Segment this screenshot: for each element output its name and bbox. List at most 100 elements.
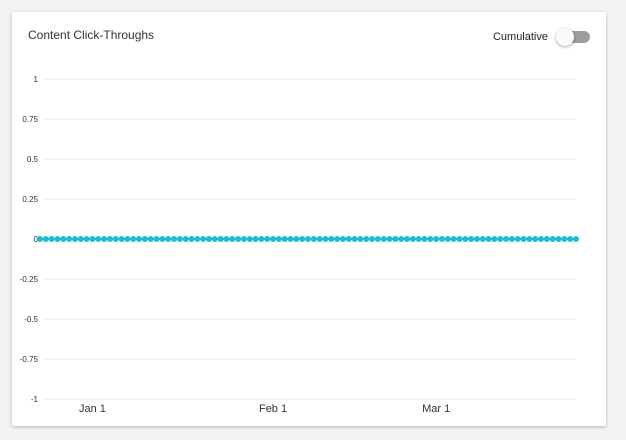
- data-point: [240, 236, 247, 242]
- data-point: [147, 236, 154, 242]
- data-point: [404, 236, 411, 242]
- cumulative-label: Cumulative: [492, 31, 548, 43]
- data-point: [305, 236, 311, 242]
- data-point: [205, 236, 212, 242]
- data-point: [538, 236, 545, 242]
- data-point: [136, 236, 143, 242]
- cumulative-toggle[interactable]: [556, 28, 590, 46]
- data-point: [508, 236, 515, 242]
- chart-card: 1 0.75 0.5 0.25 0 -0.25 -0.5 -0.75 -1 Jan 1 Feb 1…: [12, 12, 606, 426]
- data-point: [316, 236, 323, 242]
- data-point: [497, 236, 504, 242]
- y-tick-label: -1: [31, 395, 39, 404]
- data-point: [165, 236, 172, 242]
- data-point: [293, 236, 300, 242]
- data-point: [71, 236, 78, 242]
- data-point: [380, 236, 387, 242]
- data-point: [275, 236, 282, 242]
- data-point: [229, 236, 236, 242]
- data-point: [473, 236, 480, 242]
- data-point: [270, 236, 277, 242]
- data-point: [200, 236, 207, 242]
- data-point: [328, 236, 335, 242]
- data-point: [567, 236, 574, 242]
- data-point: [369, 236, 376, 242]
- data-point: [561, 236, 568, 242]
- data-point: [252, 236, 259, 242]
- data-point: [176, 236, 183, 242]
- data-point: [334, 236, 341, 242]
- data-point: [182, 236, 189, 242]
- data-point: [60, 236, 67, 242]
- data-point: [83, 236, 90, 242]
- data-point: [48, 236, 55, 242]
- data-point: [433, 236, 440, 242]
- data-point: [299, 236, 306, 242]
- data-point: [101, 236, 108, 242]
- data-point: [287, 236, 294, 242]
- data-point: [526, 236, 533, 242]
- data-point: [95, 236, 102, 242]
- data-point: [194, 236, 201, 242]
- y-tick-label: -0.25: [20, 275, 39, 284]
- data-point: [427, 236, 434, 242]
- data-point: [456, 236, 463, 242]
- data-point: [211, 236, 218, 242]
- y-tick-label: 0.75: [22, 115, 38, 124]
- data-point: [357, 236, 364, 242]
- data-point: [77, 236, 84, 242]
- data-point: [264, 236, 271, 242]
- data-point: [89, 236, 96, 242]
- y-axis-ticks: 1 0.75 0.5 0.25 0 -0.25 -0.5 -0.75 -1: [20, 75, 39, 404]
- y-tick-label: 0.5: [27, 155, 39, 164]
- data-point: [281, 236, 288, 242]
- data-point: [409, 236, 416, 242]
- data-point: [42, 236, 49, 242]
- data-point: [153, 236, 160, 242]
- data-point: [106, 236, 113, 242]
- data-point: [310, 236, 317, 242]
- data-point: [573, 236, 579, 242]
- data-point: [549, 236, 556, 242]
- data-point: [543, 236, 550, 242]
- data-point: [118, 236, 125, 242]
- data-point: [112, 236, 119, 242]
- y-tick-label: 0: [34, 235, 39, 244]
- data-point: [339, 236, 346, 242]
- data-point: [398, 236, 405, 242]
- data-point: [503, 236, 510, 242]
- x-tick-label: Jan 1: [79, 403, 106, 415]
- x-tick-label: Mar 1: [422, 403, 450, 415]
- chart-title: Content Click-Throughs: [28, 28, 155, 42]
- data-point: [468, 236, 475, 242]
- y-tick-label: -0.5: [24, 315, 38, 324]
- data-point: [188, 236, 195, 242]
- data-point: [235, 236, 242, 242]
- x-tick-label: Feb 1: [259, 403, 287, 415]
- data-point: [532, 236, 539, 242]
- data-point: [386, 236, 393, 242]
- toggle-knob: [556, 28, 574, 46]
- data-point: [555, 236, 562, 242]
- data-point: [130, 236, 137, 242]
- data-point: [351, 236, 358, 242]
- data-point: [450, 236, 457, 242]
- y-tick-label: 1: [34, 75, 39, 84]
- data-point: [491, 236, 498, 242]
- data-point: [462, 236, 469, 242]
- data-point: [124, 236, 131, 242]
- data-point: [485, 236, 492, 242]
- x-axis-ticks: Jan 1 Feb 1 Mar 1: [79, 403, 450, 415]
- data-point: [141, 236, 148, 242]
- data-point: [520, 236, 527, 242]
- data-point: [159, 236, 166, 242]
- data-point: [217, 236, 224, 242]
- data-point: [322, 236, 329, 242]
- data-point: [223, 236, 230, 242]
- data-point: [258, 236, 265, 242]
- series-layer: [37, 236, 579, 242]
- data-point: [439, 236, 445, 242]
- data-point: [66, 236, 73, 242]
- data-point: [37, 236, 43, 242]
- data-point: [514, 236, 521, 242]
